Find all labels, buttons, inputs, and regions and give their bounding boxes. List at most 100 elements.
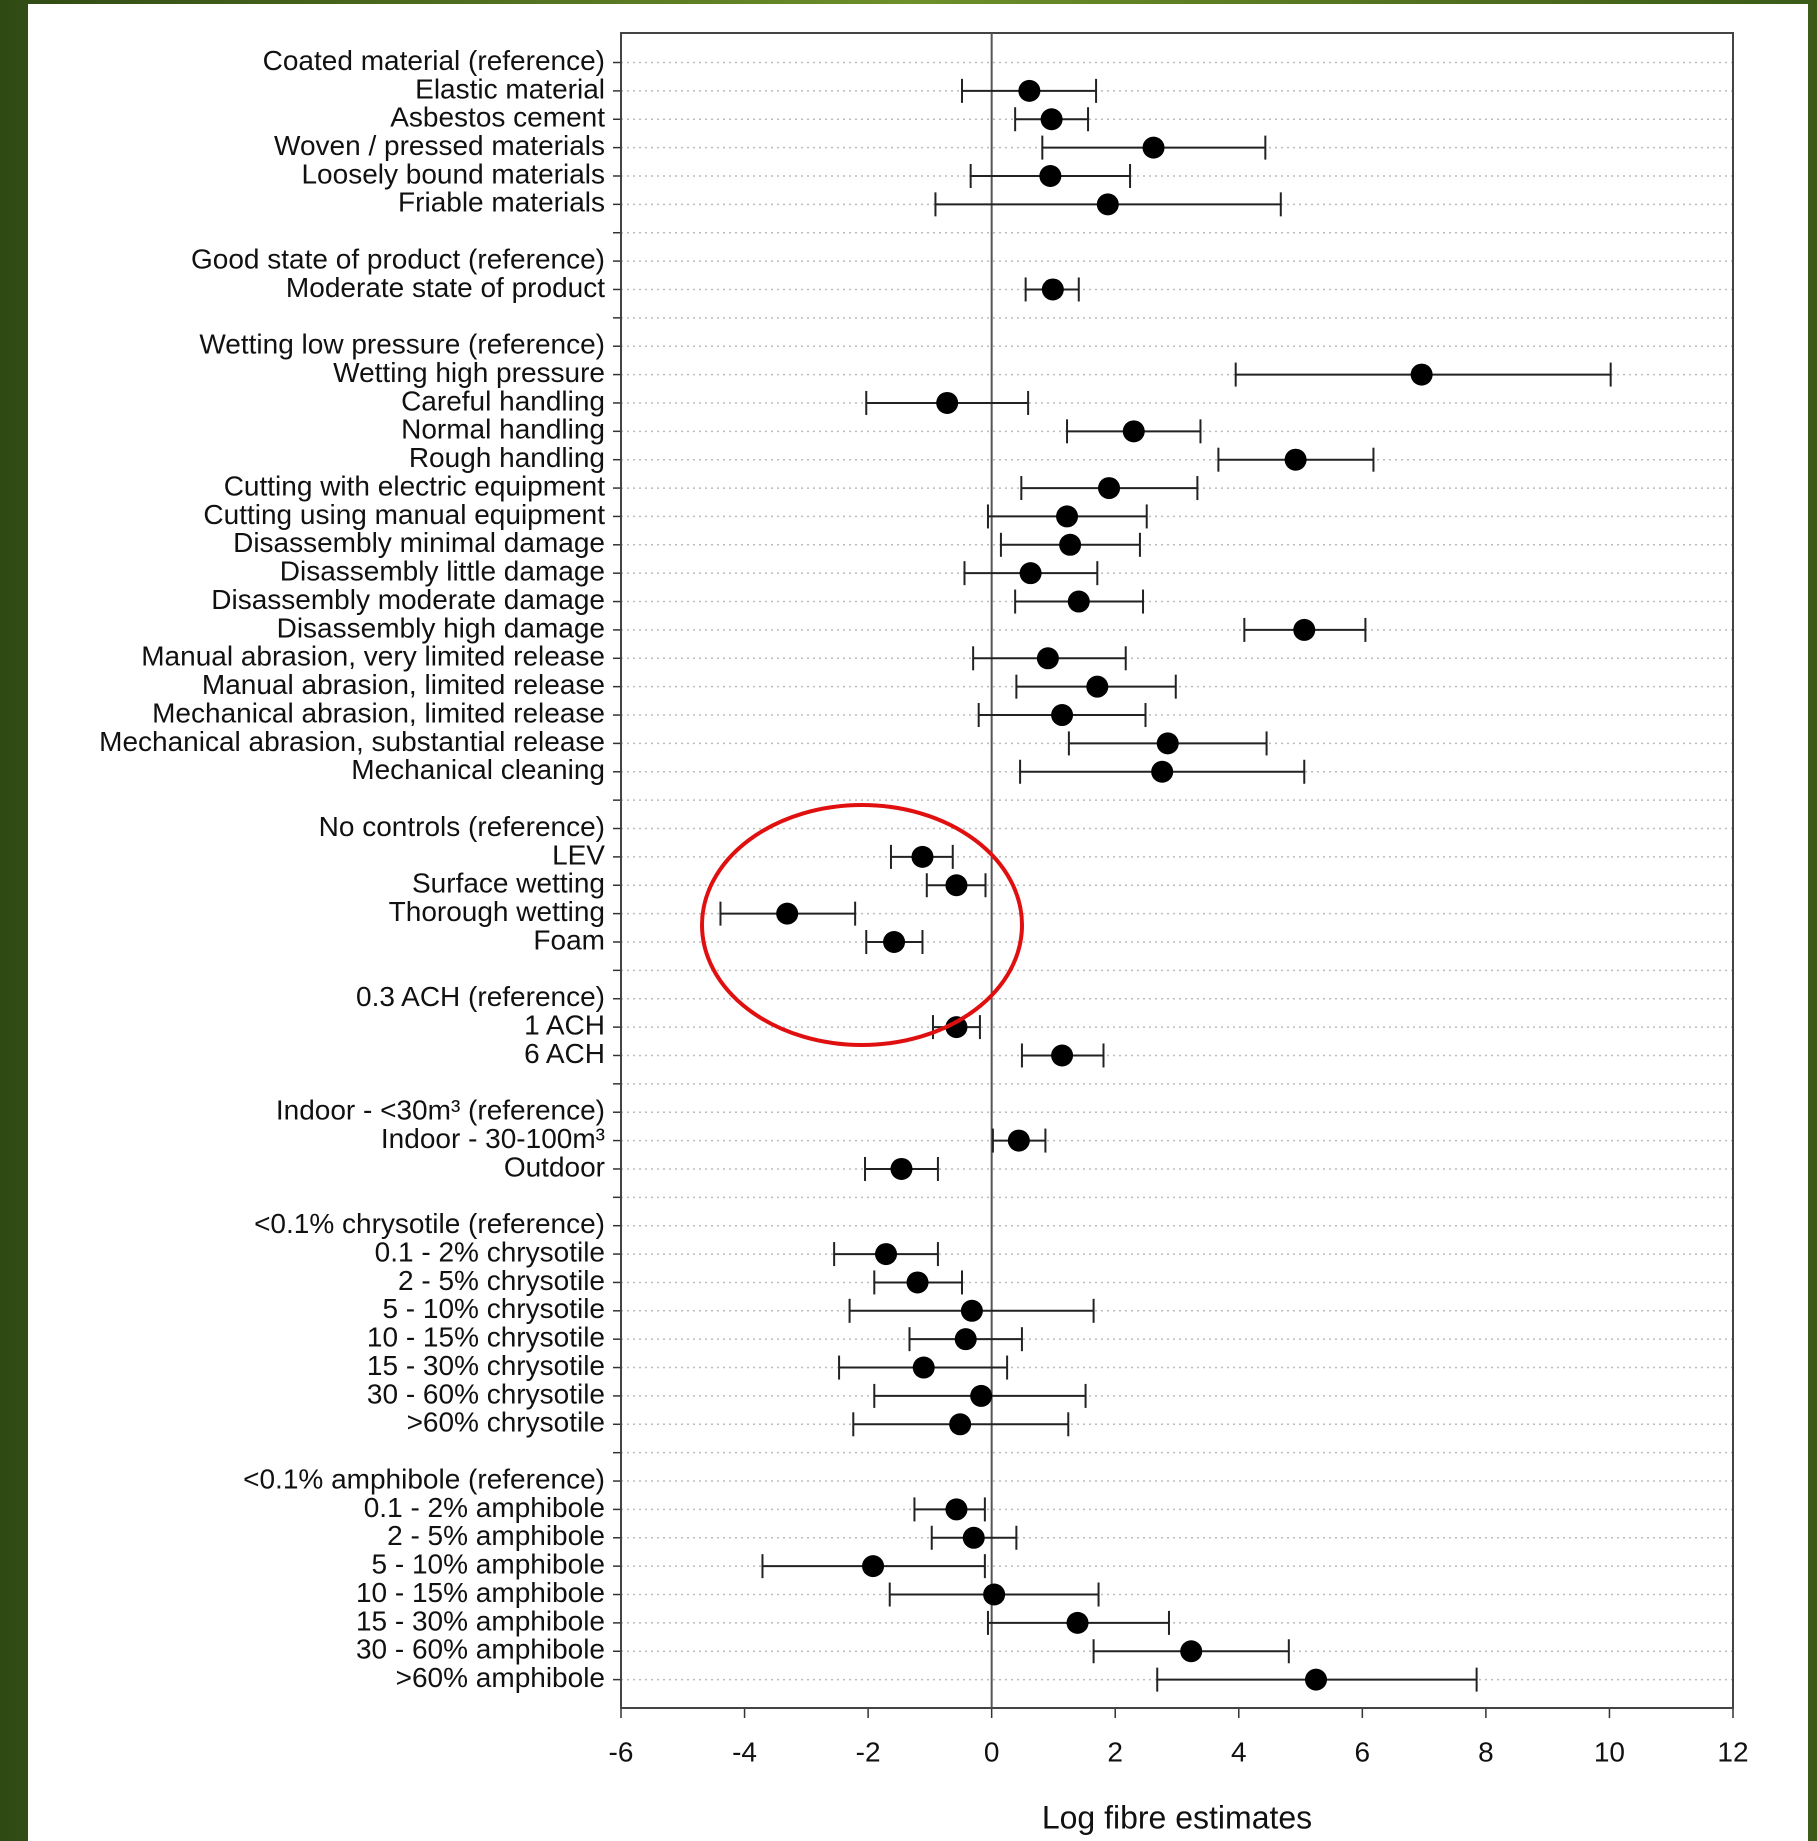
y-tick-label: Elastic material [415,73,605,104]
y-tick-label: 2 - 5% chrysotile [398,1265,605,1296]
estimate-point [1067,590,1090,613]
estimate-point [1122,420,1145,443]
estimate-point [1051,1044,1074,1067]
y-tick-label: Rough handling [409,442,605,473]
estimate-point [945,1498,968,1521]
estimate-point [883,930,906,953]
y-tick-label: Mechanical cleaning [351,754,605,785]
estimate-point [1180,1640,1203,1663]
estimate-point [1039,164,1062,187]
x-tick-label: -4 [732,1736,757,1767]
estimate-point [890,1157,913,1180]
y-tick-label: Disassembly moderate damage [211,584,605,615]
estimate-point [945,874,968,897]
y-tick-label: <0.1% amphibole (reference) [243,1463,605,1494]
plot-frame [620,32,1734,1709]
y-tick-label: Indoor - <30m³ (reference) [276,1095,605,1126]
y-tick-label: Normal handling [401,414,605,445]
estimate-point [1056,505,1079,528]
y-tick-label: 30 - 60% chrysotile [367,1378,605,1409]
y-tick-label: 15 - 30% amphibole [356,1605,605,1636]
estimate-point [1305,1668,1327,1691]
y-tick-label: 10 - 15% chrysotile [367,1322,605,1353]
estimate-point [1096,193,1119,216]
estimate-point [1098,477,1121,500]
y-tick-label: Moderate state of product [286,272,605,303]
y-tick-label: Wetting high pressure [333,357,605,388]
y-tick-label: Mechanical abrasion, limited release [152,697,605,728]
y-tick-label: Disassembly little damage [280,556,605,587]
y-tick-label: 10 - 15% amphibole [356,1577,605,1608]
estimate-point [1040,108,1063,131]
estimate-point [1036,647,1059,670]
y-tick-label: 0.3 ACH (reference) [356,981,605,1012]
x-tick-label: 6 [1355,1736,1371,1767]
y-tick-label: 0.1 - 2% chrysotile [375,1236,605,1267]
estimate-point [1019,562,1042,585]
y-tick-label: >60% chrysotile [407,1407,605,1438]
y-tick-label: Surface wetting [412,868,605,899]
y-tick-label: Manual abrasion, limited release [202,669,605,700]
y-tick-label: 0.1 - 2% amphibole [364,1492,605,1523]
y-tick-label: Asbestos cement [390,102,605,133]
estimate-point [906,1271,929,1294]
estimate-point [1284,448,1307,471]
y-tick-label: >60% amphibole [396,1662,605,1693]
y-tick-label: 5 - 10% chrysotile [382,1293,605,1324]
estimate-point [776,902,799,925]
estimate-point [1151,760,1174,783]
estimate-point [1086,675,1109,698]
panel [28,4,1808,1841]
x-tick-label: 8 [1478,1736,1494,1767]
estimate-point [936,391,959,414]
highlight-circle [700,803,1024,1047]
x-tick-label: 10 [1594,1736,1625,1767]
estimate-point [1018,79,1041,102]
estimate-point [962,1526,985,1549]
y-tick-label: 15 - 30% chrysotile [367,1350,605,1381]
y-tick-label: 6 ACH [524,1038,605,1069]
y-tick-label: Careful handling [401,385,605,416]
estimate-point [875,1243,898,1266]
y-tick-label: Wetting low pressure (reference) [199,329,605,360]
estimate-point [862,1555,885,1578]
y-tick-label: Disassembly high damage [277,612,605,643]
y-tick-label: Cutting with electric equipment [224,470,606,501]
estimate-point [1041,278,1064,301]
x-axis-label: Log fibre estimates [1042,1799,1312,1835]
y-tick-label: Disassembly minimal damage [233,527,605,558]
y-tick-label: Thorough wetting [389,896,605,927]
estimate-point [970,1384,993,1407]
y-tick-label: Outdoor [504,1151,605,1182]
y-tick-label: Cutting using manual equipment [203,499,605,530]
estimate-point [945,1016,968,1039]
estimate-point [1051,704,1074,727]
x-tick-label: -6 [609,1736,634,1767]
y-tick-label: Foam [533,924,605,955]
estimate-point [1142,136,1165,159]
y-tick-label: Coated material (reference) [263,45,605,76]
y-tick-label: <0.1% chrysotile (reference) [254,1208,605,1239]
y-tick-label: 5 - 10% amphibole [372,1549,605,1580]
y-tick-label: 2 - 5% amphibole [387,1520,605,1551]
y-tick-label: Friable materials [398,187,605,218]
estimate-point [983,1583,1006,1606]
x-tick-label: 4 [1231,1736,1247,1767]
x-tick-label: 2 [1107,1736,1123,1767]
y-tick-label: Indoor - 30-100m³ [381,1123,605,1154]
estimate-point [1410,363,1433,386]
y-tick-label: 1 ACH [524,1009,605,1040]
y-tick-label: Mechanical abrasion, substantial release [99,726,605,757]
estimate-point [1156,732,1179,755]
y-tick-label: Manual abrasion, very limited release [141,641,605,672]
estimate-point [1066,1611,1089,1634]
x-tick-label: 0 [984,1736,1000,1767]
estimate-point [1293,618,1316,641]
estimate-point [912,1356,935,1379]
estimate-point [949,1413,972,1436]
y-tick-label: No controls (reference) [319,811,605,842]
estimate-point [954,1328,977,1351]
estimate-point [1007,1129,1030,1152]
